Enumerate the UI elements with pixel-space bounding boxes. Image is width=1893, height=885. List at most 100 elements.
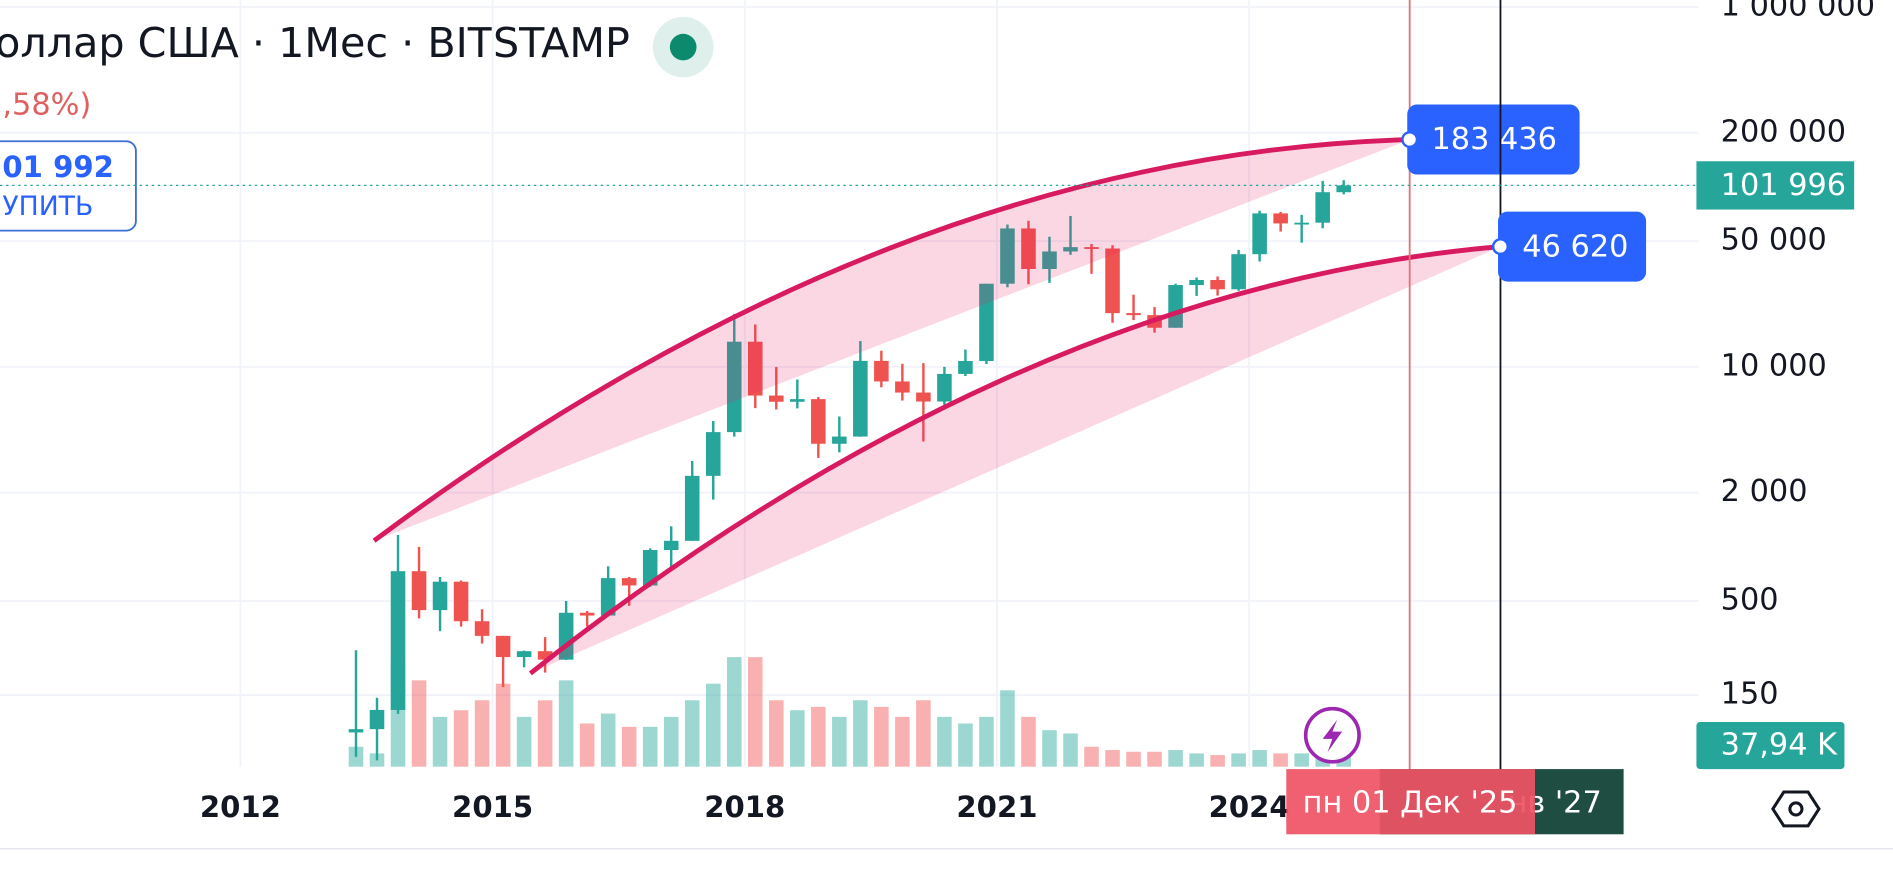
volume-bar (474, 700, 490, 767)
candle-body (684, 475, 700, 541)
volume-bar (411, 680, 427, 767)
candle-body (705, 432, 721, 476)
value-label: 46 620 (1522, 229, 1628, 264)
candle-body (1084, 247, 1099, 249)
candle-body (474, 621, 490, 636)
candle-body (453, 581, 469, 622)
candle-body (811, 399, 826, 444)
date-box (1286, 769, 1536, 835)
end-point (1401, 131, 1419, 148)
candle-body (937, 373, 952, 402)
volume-box (1696, 722, 1845, 770)
candle-body (411, 571, 427, 611)
candle-body (916, 392, 931, 402)
volume-bar (642, 726, 658, 767)
candle-body (1273, 213, 1288, 224)
y-tick-label: 2 000 (1721, 474, 1808, 509)
buy-price: 01 992 (2, 150, 113, 184)
candle-body (516, 651, 532, 658)
price-box (1696, 161, 1855, 210)
volume-bar (663, 716, 679, 767)
grid: 150 500 2 000 10 000 50 000 200 000 1 000 000 2… (0, 0, 1875, 824)
candle-body (1252, 213, 1267, 255)
candle-body (579, 612, 595, 616)
volume-bar (958, 723, 973, 767)
candle-body (348, 729, 364, 733)
volume-bar (1168, 750, 1183, 767)
volume-bar (874, 706, 889, 767)
candle-body (621, 578, 637, 586)
y-tick-label: 50 000 (1721, 223, 1827, 258)
candle-body (369, 709, 385, 730)
y-tick-label: 200 000 (1721, 114, 1846, 149)
candle-body (495, 635, 511, 658)
volume-bar (1000, 690, 1015, 767)
status-dot (669, 33, 697, 61)
volume-bar (516, 716, 532, 767)
candle-body (1336, 185, 1351, 193)
volume-bar (1189, 753, 1204, 767)
volume-bar (1210, 755, 1225, 767)
volume-bar (600, 713, 616, 767)
y-tick-label: 10 000 (1721, 348, 1827, 383)
volume-bar (1021, 716, 1036, 767)
volume-bar (1231, 753, 1246, 767)
candle-body (390, 571, 406, 710)
candle-body (1042, 251, 1057, 269)
candle-body (642, 550, 658, 586)
volume-bar (1294, 753, 1309, 767)
volume-bar (747, 657, 763, 767)
volume-bar (495, 683, 511, 767)
volume (348, 657, 1351, 767)
channel-curve (372, 137, 1410, 543)
drawings (372, 137, 1501, 676)
settings-button[interactable] (1771, 790, 1821, 828)
volume-bar (895, 716, 910, 767)
candle-body (1000, 228, 1015, 284)
candle-body (979, 283, 994, 362)
candle-body (958, 361, 973, 374)
lightning-icon (1322, 719, 1343, 753)
volume-bar (705, 683, 721, 767)
volume-label: 37,94 K (1721, 728, 1839, 763)
volume-bar (937, 716, 952, 767)
volume-bar (1042, 730, 1057, 767)
volume-bar (916, 700, 931, 767)
volume-bar (1252, 750, 1267, 767)
candle-body (432, 581, 448, 611)
volume-bar (453, 710, 469, 767)
volume-bar (1084, 746, 1099, 767)
candle-body (1168, 285, 1183, 328)
candle-body (1126, 313, 1141, 316)
symbol: оллар США · 1Мес · BITSTAMP (0, 19, 630, 67)
y-tick-label: 150 (1721, 677, 1779, 712)
candle-body (1315, 192, 1330, 223)
volume-bar (1147, 751, 1162, 767)
candle-body (790, 399, 805, 402)
candle-body (1294, 222, 1309, 225)
volume-bar (621, 726, 637, 767)
value-box (1498, 211, 1647, 282)
x-tick-label: 2018 (704, 790, 785, 824)
candle-body (663, 540, 679, 551)
candle-body (537, 651, 553, 660)
candle-body (600, 578, 616, 616)
volume-bar (1063, 733, 1078, 767)
candle-body (895, 381, 910, 393)
candle-body (726, 341, 742, 433)
volume-bar (726, 657, 742, 767)
volume-bar (1105, 750, 1120, 767)
volume-bar (579, 723, 595, 767)
x-tick-label: 2015 (452, 790, 533, 824)
volume-bar (537, 700, 553, 767)
y-tick-label: 500 (1721, 583, 1779, 618)
candle-body (1210, 280, 1225, 290)
volume-bar (684, 700, 700, 767)
candles (348, 180, 1351, 761)
candle-body (769, 395, 784, 402)
end-point (1491, 238, 1509, 256)
volume-bar (432, 716, 448, 767)
